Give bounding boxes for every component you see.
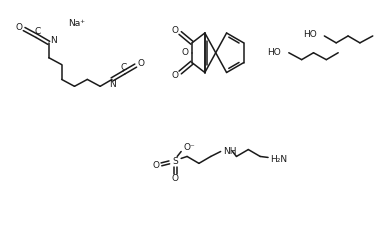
Text: O: O (153, 161, 160, 170)
Text: O: O (137, 59, 144, 68)
Text: Na⁺: Na⁺ (68, 19, 85, 28)
Text: O: O (16, 22, 23, 32)
Text: S: S (172, 157, 178, 166)
Text: HO: HO (267, 48, 281, 57)
Text: O⁻: O⁻ (183, 143, 195, 152)
Text: O: O (172, 71, 179, 80)
Text: C: C (35, 27, 41, 36)
Text: O: O (181, 48, 189, 57)
Text: N: N (110, 80, 116, 89)
Text: O: O (172, 25, 179, 34)
Text: C: C (121, 63, 127, 72)
Text: O: O (172, 174, 179, 183)
Text: N: N (50, 36, 57, 45)
Text: NH: NH (223, 147, 237, 156)
Text: H₂N: H₂N (270, 155, 287, 164)
Text: HO: HO (303, 30, 317, 39)
